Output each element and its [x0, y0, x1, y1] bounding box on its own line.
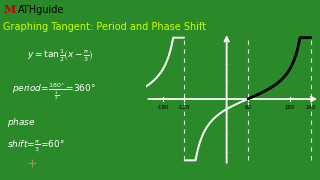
Text: Graphing Tangent: Period and Phase Shift: Graphing Tangent: Period and Phase Shift: [3, 22, 206, 32]
Text: 180: 180: [285, 105, 295, 110]
Text: -180: -180: [157, 105, 170, 110]
Text: -120: -120: [178, 105, 191, 110]
Text: ATHguide: ATHguide: [18, 6, 64, 15]
Text: $y = \tan\frac{1}{2}\!\left(x-\frac{\pi}{3}\right)$: $y = \tan\frac{1}{2}\!\left(x-\frac{\pi}…: [27, 47, 94, 64]
Text: $phase$: $phase$: [7, 116, 36, 129]
Text: 240: 240: [306, 105, 316, 110]
Text: $shift\!=\!\frac{\pi}{3}\!=\!60°$: $shift\!=\!\frac{\pi}{3}\!=\!60°$: [7, 139, 65, 154]
Text: 60: 60: [244, 105, 251, 110]
Text: M: M: [3, 4, 15, 15]
Text: $period\!=\!\frac{180°}{\frac{1}{2}}\!=\!360°$: $period\!=\!\frac{180°}{\frac{1}{2}}\!=\…: [12, 81, 96, 102]
